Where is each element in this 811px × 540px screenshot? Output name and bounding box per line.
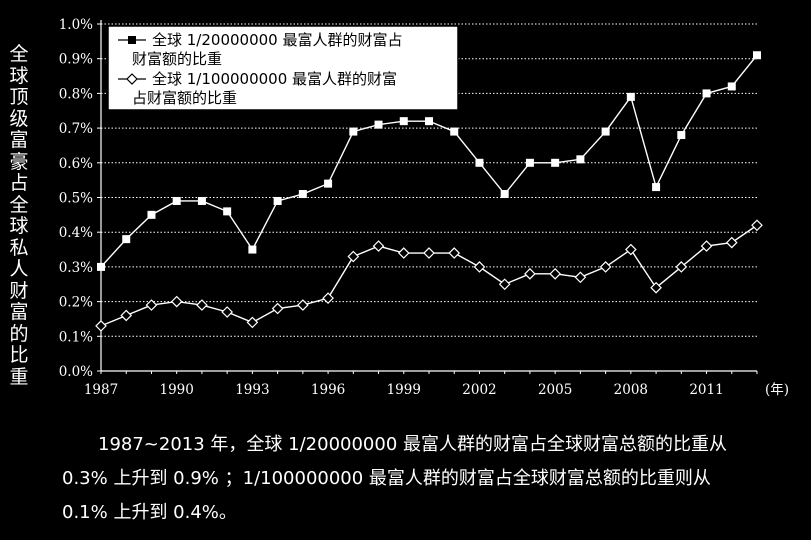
x-tick-label: 1987 <box>84 382 118 398</box>
x-tick-labels: 1987 1990 1993 1996 1999 2002 2005 2008 2011 (年) <box>84 382 789 398</box>
data-point-square <box>677 131 686 140</box>
x-tick-label: 2008 <box>614 382 648 398</box>
data-point-square <box>147 210 156 219</box>
y-tick-label: 0.2% <box>59 295 93 311</box>
data-point-square <box>298 190 307 199</box>
data-point-square <box>172 196 181 205</box>
x-axis-unit: (年) <box>765 382 789 398</box>
data-point-square <box>702 89 711 98</box>
axes <box>97 20 758 374</box>
data-point-square <box>324 179 333 188</box>
data-point-square <box>551 158 560 167</box>
data-point-diamond <box>170 295 183 308</box>
series-2 <box>95 219 763 332</box>
data-point-square <box>450 127 459 136</box>
data-point-diamond <box>549 267 562 280</box>
y-tick-label: 0.0% <box>59 364 93 380</box>
data-point-diamond <box>473 261 486 273</box>
data-point-diamond <box>498 278 511 291</box>
data-point-diamond <box>196 299 208 311</box>
series-line <box>100 224 758 327</box>
data-point-diamond <box>448 247 461 259</box>
data-point-square <box>248 245 257 254</box>
x-tick-label: 1996 <box>311 382 345 398</box>
data-point-diamond <box>599 261 612 273</box>
legend-entry-text: 财富额的比重 <box>132 50 222 68</box>
x-tick-label: 1999 <box>387 382 421 398</box>
data-point-diamond <box>650 281 662 294</box>
data-point-square <box>753 51 761 60</box>
y-tick-labels: 0.0% 0.1% 0.2% 0.3% 0.4% 0.5% 0.6% 0.7% 0.8% 0.9%… <box>59 17 93 380</box>
data-point-diamond <box>145 299 158 311</box>
y-tick-label: 0.4% <box>59 225 93 241</box>
line-chart: 0.0% 0.1% 0.2% 0.3% 0.4% 0.5% 0.6% 0.7% 0.8% 0.9%… <box>59 17 789 398</box>
legend-entry-text: 占财富额的比重 <box>132 89 237 107</box>
data-point-diamond <box>246 316 259 329</box>
data-point-square <box>374 120 383 129</box>
data-point-diamond <box>700 240 713 252</box>
x-tick-label: 2005 <box>538 382 572 398</box>
legend-box <box>107 25 459 111</box>
legend-marker-diamond <box>126 73 138 85</box>
data-point-square <box>425 117 433 126</box>
legend-marker-square <box>128 36 136 44</box>
y-tick-label: 0.6% <box>59 156 93 172</box>
y-tick-label: 0.7% <box>59 121 93 137</box>
y-tick-label: 0.3% <box>59 260 93 276</box>
y-tick-label: 0.1% <box>59 329 93 345</box>
data-point-diamond <box>524 267 536 280</box>
y-tick-label: 0.9% <box>59 52 93 68</box>
data-point-square <box>122 235 131 244</box>
x-tick-label: 2002 <box>462 382 496 398</box>
data-point-diamond <box>271 302 284 315</box>
data-point-diamond <box>372 240 385 252</box>
data-point-diamond <box>120 309 133 322</box>
data-point-diamond <box>296 299 309 311</box>
data-point-diamond <box>725 236 738 249</box>
data-point-diamond <box>347 250 360 263</box>
data-point-diamond <box>675 261 688 273</box>
data-point-square <box>525 158 534 167</box>
x-tick-label: 1990 <box>160 382 194 398</box>
data-point-square <box>500 190 509 199</box>
figure-caption: 1987~2013 年，全球 1/20000000 最富人群的财富占全球财富总额… <box>62 434 727 523</box>
data-point-diamond <box>221 306 234 318</box>
y-tick-label: 0.8% <box>59 86 93 102</box>
data-point-diamond <box>574 271 587 284</box>
y-axis-label: 全球顶级富豪占全球私人财富的比重 <box>9 43 29 388</box>
data-point-square <box>601 127 610 136</box>
data-point-square <box>97 262 105 271</box>
x-tick-label: 1993 <box>235 382 269 398</box>
series-1 <box>97 51 761 271</box>
data-point-square <box>399 117 408 126</box>
legend-entry-text: 全球 1/20000000 最富人群的财富占 <box>152 31 402 49</box>
data-point-square <box>626 92 635 101</box>
data-point-square <box>576 155 585 164</box>
data-point-square <box>349 127 358 136</box>
data-point-diamond <box>624 243 637 256</box>
y-tick-label: 1.0% <box>59 17 93 33</box>
data-point-diamond <box>397 247 410 259</box>
data-point-square <box>475 158 484 167</box>
data-point-diamond <box>423 247 435 259</box>
legend-entry-text: 全球 1/100000000 最富人群的财富 <box>152 70 397 88</box>
data-point-square <box>652 183 661 192</box>
data-point-diamond <box>322 292 334 304</box>
data-point-diamond <box>95 320 107 332</box>
data-point-diamond <box>751 219 763 232</box>
data-point-square <box>197 196 206 205</box>
series-group <box>95 51 763 332</box>
y-tick-label: 0.5% <box>59 191 93 207</box>
data-point-square <box>223 207 232 216</box>
data-point-square <box>273 196 282 205</box>
x-tick-label: 2011 <box>689 382 723 398</box>
data-point-square <box>727 82 736 91</box>
